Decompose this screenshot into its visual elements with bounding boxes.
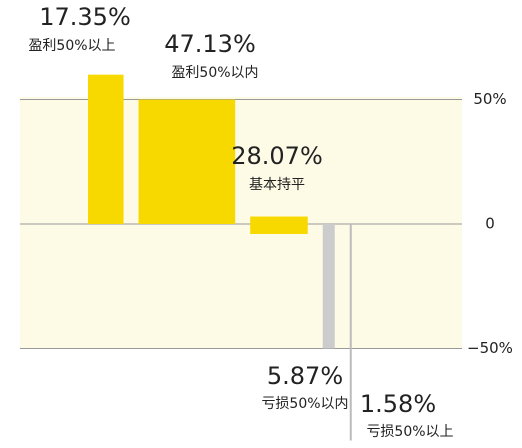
value-label: 1.58% xyxy=(360,390,436,418)
category-label: 盈利50%以上 xyxy=(28,38,115,54)
value-label: 28.07% xyxy=(231,142,323,170)
y-tick-label: 0 xyxy=(485,215,495,233)
value-label: 5.87% xyxy=(267,362,343,390)
category-label: 盈利50%以内 xyxy=(171,65,258,81)
bar xyxy=(250,216,308,234)
value-label: 17.35% xyxy=(39,3,131,31)
category-label: 亏损50%以上 xyxy=(366,424,453,440)
bar xyxy=(88,74,124,225)
y-tick-label: −50% xyxy=(467,339,513,357)
category-label: 基本持平 xyxy=(249,176,305,193)
y-tick-label: 50% xyxy=(473,90,506,108)
plot-band xyxy=(20,97,462,348)
bar xyxy=(322,224,335,349)
bar xyxy=(138,99,236,224)
value-label: 47.13% xyxy=(164,30,256,58)
category-label: 亏损50%以内 xyxy=(261,396,348,412)
